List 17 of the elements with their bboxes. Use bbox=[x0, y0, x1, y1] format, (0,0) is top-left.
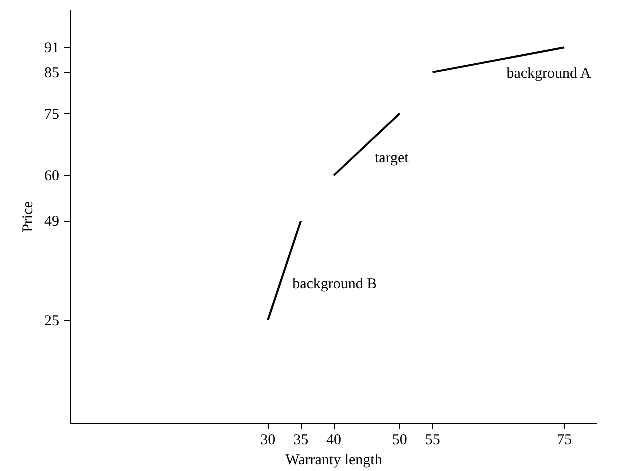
x-tick-label: 40 bbox=[326, 432, 342, 448]
x-axis-title: Warranty length bbox=[286, 452, 383, 468]
x-tick-label: 75 bbox=[557, 432, 572, 448]
x-tick-label: 35 bbox=[294, 432, 309, 448]
series-label: background B bbox=[292, 276, 378, 293]
x-tick-label: 55 bbox=[425, 432, 440, 448]
y-tick-label: 75 bbox=[44, 106, 60, 123]
series-label: background A bbox=[506, 66, 592, 82]
y-tick-label: 60 bbox=[44, 168, 60, 185]
x-tick-label: 50 bbox=[392, 432, 408, 448]
y-tick-label: 91 bbox=[44, 40, 60, 57]
x-tick-label: 30 bbox=[260, 432, 276, 448]
y-tick-label: 25 bbox=[44, 313, 60, 330]
y-tick-label: 85 bbox=[44, 65, 60, 82]
series-label: target bbox=[374, 150, 410, 167]
y-axis-title: Price bbox=[20, 201, 36, 232]
y-tick-label: 49 bbox=[44, 214, 60, 230]
